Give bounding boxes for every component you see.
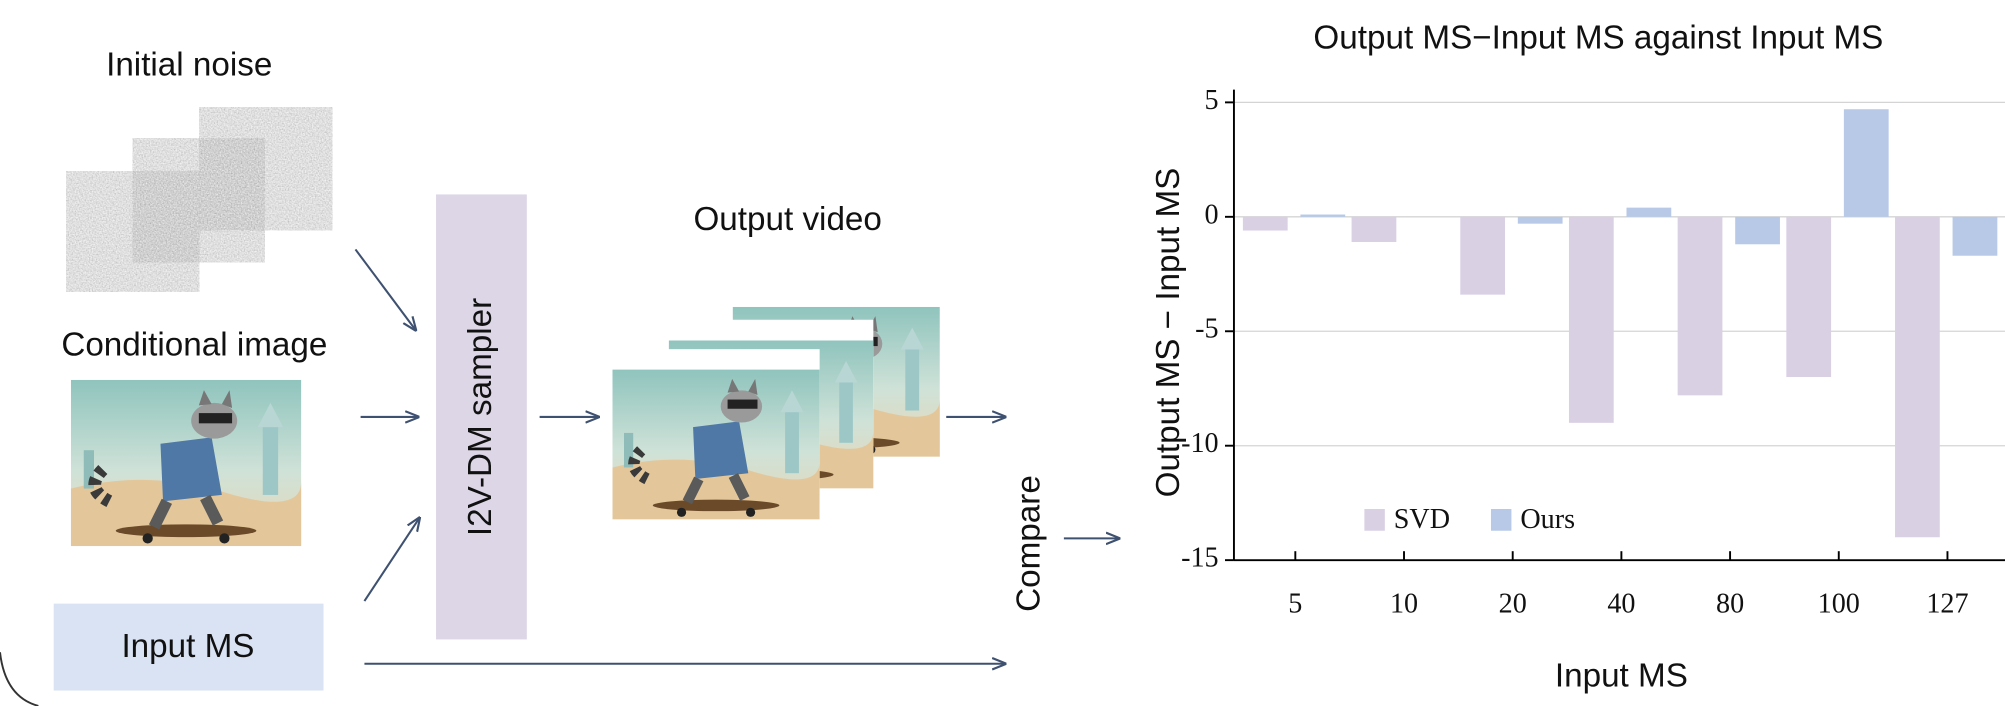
legend-label: Ours <box>1520 504 1575 535</box>
bar <box>1895 217 1940 537</box>
bar <box>1678 217 1723 396</box>
legend-swatch <box>1491 509 1511 531</box>
x-tick-label: 127 <box>1926 589 1968 620</box>
bar <box>1460 217 1505 295</box>
bar <box>1735 217 1780 244</box>
bar <box>1953 217 1998 256</box>
figure: Initial noise Conditional image Input MS… <box>0 0 2005 706</box>
chart-title: Output MS−Input MS against Input MS <box>1313 20 1883 57</box>
input-label: Input MS <box>121 628 254 665</box>
legend-label: SVD <box>1394 504 1450 535</box>
frame-corner <box>0 652 38 706</box>
y-tick-label: 5 <box>1205 85 1219 116</box>
bar <box>1844 109 1889 217</box>
sampler-label: I2V-DM sampler <box>462 298 499 536</box>
y-tick-label: -5 <box>1195 314 1218 345</box>
bar <box>1352 217 1397 242</box>
bar <box>1786 217 1831 377</box>
conditional-image <box>71 380 301 546</box>
x-tick-label: 80 <box>1716 589 1744 620</box>
x-axis-title: Input MS <box>1555 658 1688 695</box>
image-label: Conditional image <box>61 326 327 363</box>
x-tick-label: 100 <box>1818 589 1860 620</box>
x-tick-label: 40 <box>1607 589 1635 620</box>
y-tick-label: 0 <box>1205 199 1219 230</box>
bar <box>1627 208 1672 217</box>
x-tick-label: 5 <box>1288 589 1302 620</box>
bar <box>1569 217 1614 423</box>
bar <box>1518 217 1563 224</box>
x-tick-label: 20 <box>1499 589 1527 620</box>
output-frames <box>610 307 940 540</box>
x-tick-label: 10 <box>1390 589 1418 620</box>
bar <box>1243 217 1288 231</box>
bar <box>1300 215 1345 217</box>
y-tick-label: -10 <box>1181 428 1219 459</box>
noise-stack <box>66 107 332 291</box>
y-tick-label: -15 <box>1181 543 1219 574</box>
legend-swatch <box>1364 509 1384 531</box>
compare-label: Compare <box>1010 475 1047 612</box>
noise-label: Initial noise <box>106 46 272 83</box>
output-label: Output video <box>693 201 881 238</box>
